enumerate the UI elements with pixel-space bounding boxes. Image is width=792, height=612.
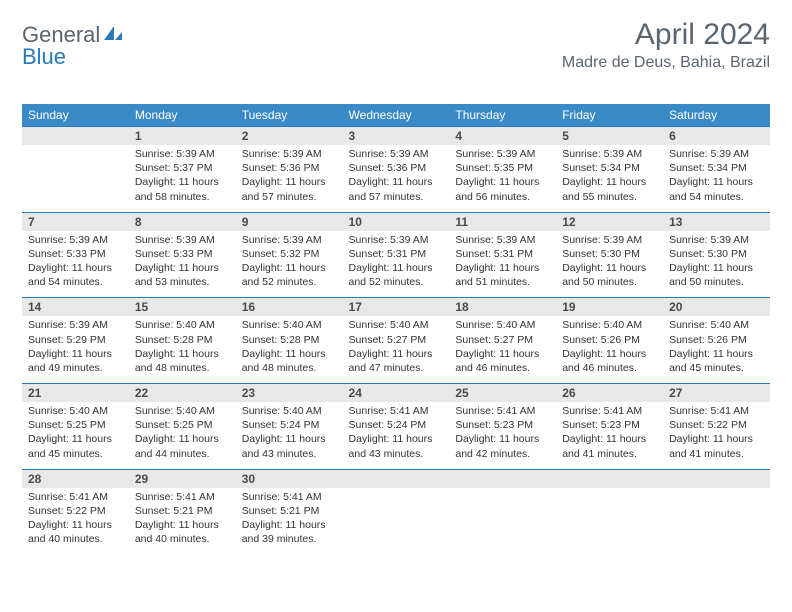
day-details-cell: Sunrise: 5:40 AMSunset: 5:28 PMDaylight:… [236,316,343,383]
day-details-cell: Sunrise: 5:39 AMSunset: 5:30 PMDaylight:… [663,231,770,298]
day-header: Sunday [22,104,129,127]
day-details-cell: Sunrise: 5:41 AMSunset: 5:21 PMDaylight:… [236,488,343,555]
day-header: Friday [556,104,663,127]
day-number-row: 78910111213 [22,212,770,231]
day-header: Monday [129,104,236,127]
day-header: Tuesday [236,104,343,127]
day-header: Thursday [449,104,556,127]
day-header: Wednesday [343,104,450,127]
day-number-cell: 27 [663,384,770,403]
day-details-cell: Sunrise: 5:41 AMSunset: 5:24 PMDaylight:… [343,402,450,469]
day-details-cell: Sunrise: 5:39 AMSunset: 5:36 PMDaylight:… [236,145,343,212]
day-details-cell: Sunrise: 5:41 AMSunset: 5:22 PMDaylight:… [22,488,129,555]
day-details-cell: Sunrise: 5:41 AMSunset: 5:23 PMDaylight:… [556,402,663,469]
day-number-cell: 4 [449,127,556,146]
day-number-cell: 25 [449,384,556,403]
day-details-cell: Sunrise: 5:39 AMSunset: 5:36 PMDaylight:… [343,145,450,212]
day-number-cell: 8 [129,212,236,231]
day-details-row: Sunrise: 5:40 AMSunset: 5:25 PMDaylight:… [22,402,770,469]
day-number-cell: 30 [236,469,343,488]
day-number-row: 14151617181920 [22,298,770,317]
day-number-cell: 18 [449,298,556,317]
logo-text-blue: Blue [22,44,66,69]
day-details-row: Sunrise: 5:41 AMSunset: 5:22 PMDaylight:… [22,488,770,555]
day-number-cell: 10 [343,212,450,231]
day-details-cell [343,488,450,555]
day-details-cell: Sunrise: 5:40 AMSunset: 5:25 PMDaylight:… [129,402,236,469]
day-number-row: 282930 [22,469,770,488]
logo-text-blue-wrap: Blue [22,44,66,70]
calendar-header-row: SundayMondayTuesdayWednesdayThursdayFrid… [22,104,770,127]
day-number-cell: 22 [129,384,236,403]
day-number-cell: 9 [236,212,343,231]
day-number-cell: 6 [663,127,770,146]
day-details-row: Sunrise: 5:39 AMSunset: 5:33 PMDaylight:… [22,231,770,298]
day-number-cell [556,469,663,488]
day-details-cell: Sunrise: 5:39 AMSunset: 5:35 PMDaylight:… [449,145,556,212]
logo-sail-icon [102,24,124,47]
day-details-cell: Sunrise: 5:40 AMSunset: 5:26 PMDaylight:… [663,316,770,383]
day-number-cell [663,469,770,488]
day-number-cell: 7 [22,212,129,231]
day-details-cell: Sunrise: 5:40 AMSunset: 5:27 PMDaylight:… [343,316,450,383]
day-number-cell [343,469,450,488]
day-details-cell: Sunrise: 5:39 AMSunset: 5:34 PMDaylight:… [556,145,663,212]
day-details-cell: Sunrise: 5:39 AMSunset: 5:33 PMDaylight:… [22,231,129,298]
day-details-cell: Sunrise: 5:41 AMSunset: 5:21 PMDaylight:… [129,488,236,555]
day-number-cell: 23 [236,384,343,403]
day-details-row: Sunrise: 5:39 AMSunset: 5:29 PMDaylight:… [22,316,770,383]
day-number-cell: 20 [663,298,770,317]
day-details-cell: Sunrise: 5:39 AMSunset: 5:33 PMDaylight:… [129,231,236,298]
day-details-cell: Sunrise: 5:39 AMSunset: 5:37 PMDaylight:… [129,145,236,212]
day-number-cell: 29 [129,469,236,488]
day-header: Saturday [663,104,770,127]
month-title: April 2024 [562,18,770,52]
day-details-cell: Sunrise: 5:39 AMSunset: 5:31 PMDaylight:… [449,231,556,298]
day-details-cell: Sunrise: 5:39 AMSunset: 5:30 PMDaylight:… [556,231,663,298]
day-details-cell [556,488,663,555]
day-number-cell: 19 [556,298,663,317]
day-details-cell: Sunrise: 5:40 AMSunset: 5:28 PMDaylight:… [129,316,236,383]
day-details-cell [663,488,770,555]
day-details-cell: Sunrise: 5:40 AMSunset: 5:26 PMDaylight:… [556,316,663,383]
day-number-cell: 16 [236,298,343,317]
day-number-cell: 3 [343,127,450,146]
day-details-cell: Sunrise: 5:40 AMSunset: 5:25 PMDaylight:… [22,402,129,469]
day-number-cell [22,127,129,146]
day-details-cell: Sunrise: 5:41 AMSunset: 5:23 PMDaylight:… [449,402,556,469]
day-number-row: 123456 [22,127,770,146]
day-number-cell: 2 [236,127,343,146]
calendar-table: SundayMondayTuesdayWednesdayThursdayFrid… [22,104,770,554]
day-details-cell [22,145,129,212]
day-number-cell: 15 [129,298,236,317]
day-number-cell [449,469,556,488]
header: General April 2024 Madre de Deus, Bahia,… [22,18,770,72]
day-number-cell: 12 [556,212,663,231]
day-number-cell: 14 [22,298,129,317]
day-details-row: Sunrise: 5:39 AMSunset: 5:37 PMDaylight:… [22,145,770,212]
day-number-cell: 28 [22,469,129,488]
day-details-cell [449,488,556,555]
day-details-cell: Sunrise: 5:40 AMSunset: 5:27 PMDaylight:… [449,316,556,383]
day-number-cell: 5 [556,127,663,146]
day-details-cell: Sunrise: 5:39 AMSunset: 5:29 PMDaylight:… [22,316,129,383]
day-number-cell: 17 [343,298,450,317]
day-number-cell: 1 [129,127,236,146]
day-details-cell: Sunrise: 5:39 AMSunset: 5:32 PMDaylight:… [236,231,343,298]
title-block: April 2024 Madre de Deus, Bahia, Brazil [562,18,770,72]
day-details-cell: Sunrise: 5:41 AMSunset: 5:22 PMDaylight:… [663,402,770,469]
day-number-cell: 26 [556,384,663,403]
location-text: Madre de Deus, Bahia, Brazil [562,54,770,72]
day-number-cell: 13 [663,212,770,231]
day-number-row: 21222324252627 [22,384,770,403]
day-details-cell: Sunrise: 5:39 AMSunset: 5:31 PMDaylight:… [343,231,450,298]
day-details-cell: Sunrise: 5:40 AMSunset: 5:24 PMDaylight:… [236,402,343,469]
day-number-cell: 11 [449,212,556,231]
day-number-cell: 21 [22,384,129,403]
day-details-cell: Sunrise: 5:39 AMSunset: 5:34 PMDaylight:… [663,145,770,212]
day-number-cell: 24 [343,384,450,403]
